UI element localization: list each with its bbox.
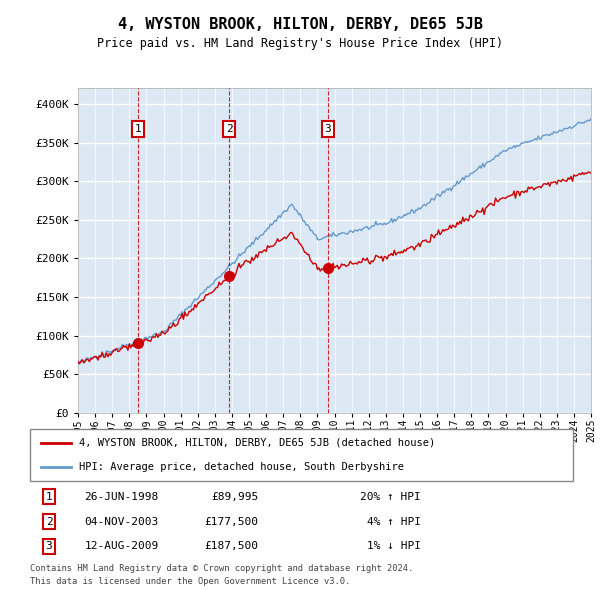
Text: £177,500: £177,500 — [204, 517, 258, 526]
FancyBboxPatch shape — [30, 429, 573, 481]
Text: 2: 2 — [226, 124, 233, 134]
Text: 04-NOV-2003: 04-NOV-2003 — [85, 517, 158, 526]
Text: £89,995: £89,995 — [211, 491, 258, 502]
Text: 1: 1 — [46, 491, 52, 502]
Text: 20% ↑ HPI: 20% ↑ HPI — [360, 491, 421, 502]
Text: Contains HM Land Registry data © Crown copyright and database right 2024.: Contains HM Land Registry data © Crown c… — [30, 564, 413, 573]
Text: 26-JUN-1998: 26-JUN-1998 — [85, 491, 158, 502]
Text: 4% ↑ HPI: 4% ↑ HPI — [367, 517, 421, 526]
Text: £187,500: £187,500 — [204, 542, 258, 552]
Text: 3: 3 — [46, 542, 52, 552]
Text: 3: 3 — [325, 124, 331, 134]
Text: 4, WYSTON BROOK, HILTON, DERBY, DE65 5JB (detached house): 4, WYSTON BROOK, HILTON, DERBY, DE65 5JB… — [79, 438, 435, 448]
Text: 1: 1 — [134, 124, 141, 134]
Text: HPI: Average price, detached house, South Derbyshire: HPI: Average price, detached house, Sout… — [79, 462, 404, 472]
Text: 12-AUG-2009: 12-AUG-2009 — [85, 542, 158, 552]
Text: 1% ↓ HPI: 1% ↓ HPI — [367, 542, 421, 552]
Text: This data is licensed under the Open Government Licence v3.0.: This data is licensed under the Open Gov… — [30, 577, 350, 586]
Text: Price paid vs. HM Land Registry's House Price Index (HPI): Price paid vs. HM Land Registry's House … — [97, 37, 503, 50]
Text: 2: 2 — [46, 517, 52, 526]
Text: 4, WYSTON BROOK, HILTON, DERBY, DE65 5JB: 4, WYSTON BROOK, HILTON, DERBY, DE65 5JB — [118, 17, 482, 31]
